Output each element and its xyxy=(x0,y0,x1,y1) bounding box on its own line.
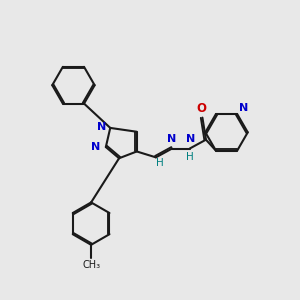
Text: N: N xyxy=(238,103,248,112)
Text: H: H xyxy=(187,152,194,162)
Text: N: N xyxy=(186,134,195,144)
Text: N: N xyxy=(98,122,107,132)
Text: CH₃: CH₃ xyxy=(82,260,100,270)
Text: H: H xyxy=(157,158,164,168)
Text: O: O xyxy=(196,102,206,115)
Text: N: N xyxy=(91,142,101,152)
Text: N: N xyxy=(167,134,176,144)
